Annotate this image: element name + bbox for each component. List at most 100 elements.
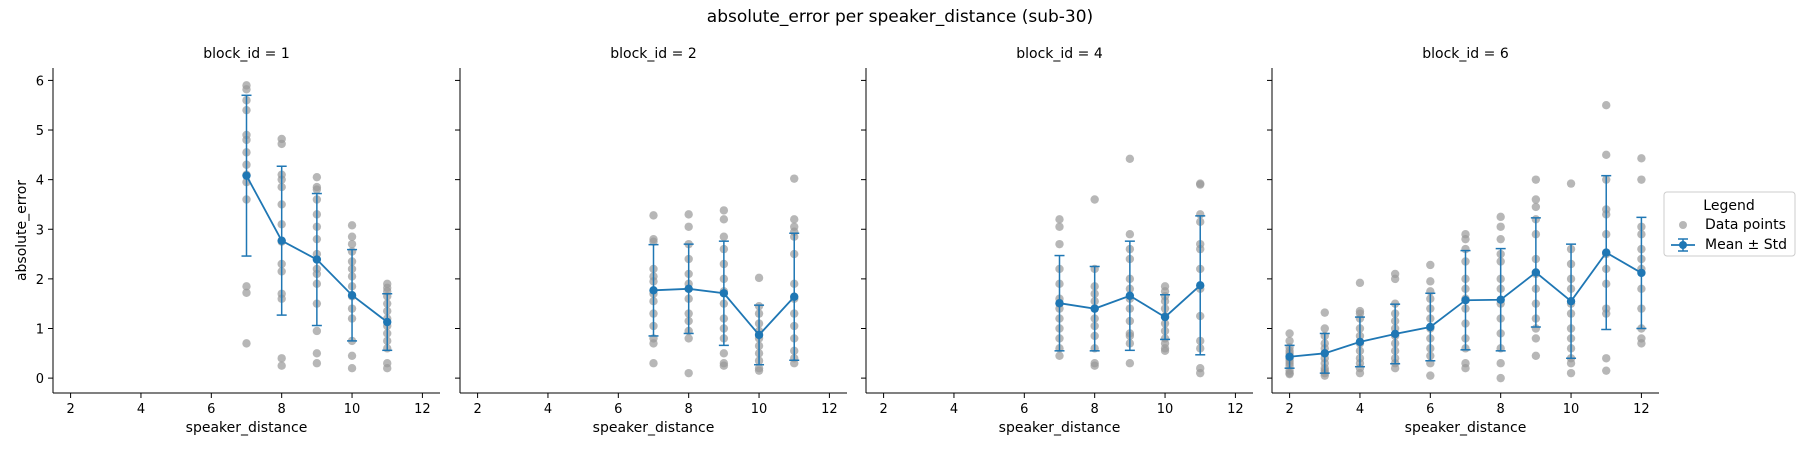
data-point [790,359,799,368]
data-point [790,215,799,224]
data-point [1637,339,1646,348]
mean-point [684,284,693,294]
mean-point [1426,322,1435,332]
data-point [719,215,729,224]
data-point [1320,308,1329,317]
data-point [312,349,322,358]
panel-title: block_id = 2 [610,46,696,62]
mean-point [1461,296,1470,305]
data-point [1285,329,1294,338]
x-tick-label: 8 [278,402,286,417]
y-tick-label: 0 [36,372,44,387]
x-tick-label: 6 [1426,402,1434,417]
x-tick-label: 6 [614,402,622,417]
data-point [312,172,322,182]
x-axis-label: speaker_distance [186,420,308,436]
data-point [1531,351,1541,360]
legend: Legend Data points Mean ± Std [1663,191,1796,257]
mean-point [1390,329,1400,339]
data-point [1566,179,1576,188]
x-tick-label: 12 [414,402,431,417]
panel-4: block_id = 6 2 4 6 8 10 12 speaker_distance [1267,46,1659,436]
panel-title: block_id = 4 [1016,46,1103,62]
data-point [1390,274,1400,284]
legend-marker-data-points [1679,221,1687,229]
panel-1: block_id = 12 4 6 8 10 120123456speaker_dista… [14,46,440,436]
x-tick-label: 2 [473,402,481,417]
x-tick-label: 4 [137,402,145,417]
data-point [1390,363,1400,373]
y-tick-label: 5 [36,124,44,139]
data-point [347,221,357,230]
data-point [1355,368,1365,378]
mean-point [754,330,764,340]
data-point [242,282,251,291]
x-tick-label: 10 [1157,402,1174,417]
mean-point [1496,295,1505,304]
data-point [347,351,357,360]
data-point [1496,359,1505,368]
x-tick-label: 4 [950,402,958,417]
x-tick-label: 12 [1633,402,1650,417]
data-point [754,366,764,375]
mean-point [1090,304,1099,313]
x-tick-label: 10 [1563,402,1580,417]
data-point [1496,212,1505,222]
data-point [347,239,357,249]
mean-point [1160,312,1170,322]
mean-point [1125,291,1135,300]
x-axis-label: speaker_distance [593,420,715,436]
panels-group: block_id = 12 4 6 8 10 120123456speaker_dista… [14,46,1659,436]
x-tick-label: 4 [1356,402,1364,417]
data-point [1055,222,1064,231]
data-point [1320,324,1329,333]
data-point [649,359,658,368]
data-point [719,349,729,358]
data-point [1531,175,1541,184]
x-tick-label: 10 [751,402,768,417]
data-point [649,211,658,220]
data-point [1566,368,1576,378]
data-point [1426,371,1435,380]
mean-point [1055,298,1064,308]
legend-label-data-points: Data points [1705,217,1786,233]
panel-3: block_id = 4 2 4 6 8 10 12 speaker_distance [861,46,1253,436]
data-point [684,210,693,219]
data-point [347,363,357,373]
mean-point [1196,281,1205,290]
x-tick-label: 10 [344,402,361,417]
legend-label-mean: Mean ± Std [1705,237,1787,253]
mean-point [1602,248,1611,257]
data-point [347,232,357,241]
x-tick-label: 8 [1497,402,1505,417]
x-tick-label: 12 [821,402,838,417]
data-point [242,85,251,94]
data-point [1566,359,1576,368]
data-point [754,273,764,283]
mean-point [1531,268,1541,277]
data-point [719,206,729,215]
y-tick-label: 4 [36,174,44,189]
data-point [1602,366,1611,375]
mean-point [1320,349,1329,358]
data-point [1602,101,1611,110]
data-point [277,361,286,370]
x-tick-label: 4 [544,402,552,417]
data-point [1196,180,1205,189]
mean-point [383,317,392,327]
data-point [1531,202,1541,212]
data-point [1637,175,1646,184]
mean-point [1566,297,1576,306]
chart-suptitle: absolute_error per speaker_distance (sub… [707,7,1093,27]
data-point [1496,234,1505,244]
data-point [312,185,322,194]
data-point [649,339,658,348]
data-point [684,368,693,378]
mean-point [277,236,286,245]
x-axis-label: speaker_distance [1405,420,1527,436]
data-point [1461,363,1470,373]
mean-point [312,255,322,264]
data-point [1125,230,1135,239]
data-point [1637,154,1646,163]
mean-point [649,286,658,295]
